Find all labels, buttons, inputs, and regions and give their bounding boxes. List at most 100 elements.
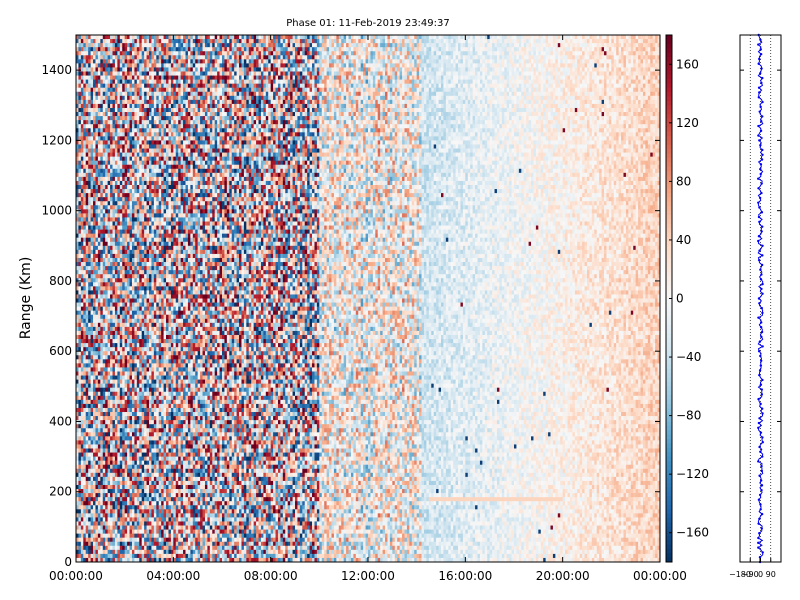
heatmap-cell (105, 290, 109, 295)
heatmap-cell (88, 266, 91, 271)
heatmap-cell (124, 55, 128, 60)
heatmap-cell (95, 480, 99, 486)
heatmap-cell (85, 262, 89, 267)
heatmap-cell (161, 525, 164, 530)
heatmap-cell (158, 184, 162, 190)
heatmap-cell (83, 197, 87, 202)
heatmap-cell (90, 322, 94, 328)
heatmap-cell (141, 355, 145, 360)
heatmap-cell (124, 339, 128, 344)
heatmap-cell (102, 184, 106, 190)
heatmap-cell (97, 39, 101, 44)
heatmap-cell (100, 448, 104, 453)
heatmap-cell (129, 347, 133, 352)
heatmap-cell (151, 132, 155, 137)
heatmap-cell (131, 537, 135, 543)
heatmap-cell (144, 343, 147, 348)
heatmap-cell (88, 505, 91, 510)
heatmap-cell (90, 180, 94, 186)
heatmap-cell (127, 140, 130, 145)
heatmap-cell (139, 99, 143, 105)
heatmap-cell (76, 233, 79, 239)
heatmap-cell (156, 148, 160, 153)
heatmap-cell (127, 107, 130, 113)
heatmap-cell (90, 428, 94, 433)
heatmap-cell (168, 91, 172, 97)
heatmap-cell (100, 375, 104, 380)
heatmap-cell (129, 509, 133, 514)
heatmap-cell (144, 533, 147, 539)
heatmap-cell (131, 237, 135, 243)
heatmap-cell (97, 274, 101, 279)
heatmap-cell (114, 213, 118, 218)
heatmap-cell (161, 140, 164, 145)
heatmap-cell (117, 217, 121, 222)
heatmap-cell (144, 436, 147, 441)
heatmap-cell (117, 302, 121, 307)
heatmap-cell (76, 448, 79, 453)
heatmap-cell (124, 472, 128, 478)
heatmap-cell (146, 180, 150, 186)
heatmap-cell (107, 533, 111, 539)
heatmap-cell (114, 363, 118, 368)
heatmap-cell (88, 103, 91, 109)
heatmap-cell (149, 39, 152, 44)
heatmap-cell (119, 375, 123, 380)
heatmap-cell (80, 375, 84, 380)
heatmap-cell (127, 363, 130, 368)
heatmap-cell (119, 176, 123, 182)
heatmap-cell (129, 371, 133, 376)
heatmap-cell (163, 43, 167, 48)
heatmap-cell (80, 43, 84, 48)
heatmap-cell (129, 91, 133, 97)
heatmap-cell (105, 399, 109, 405)
heatmap-cell (112, 359, 116, 364)
heatmap-cell (112, 302, 116, 307)
heatmap-cell (76, 513, 79, 518)
heatmap-cell (90, 63, 94, 68)
heatmap-cell (149, 302, 152, 307)
heatmap-cell (95, 67, 99, 72)
heatmap-cell (88, 322, 91, 328)
heatmap-cell (102, 51, 106, 56)
heatmap-cell (105, 501, 109, 506)
heatmap-cell (141, 387, 145, 393)
heatmap-cell (151, 140, 155, 145)
heatmap-cell (156, 63, 160, 68)
heatmap-cell (83, 391, 87, 397)
heatmap-cell (146, 253, 150, 259)
heatmap-cell (117, 213, 121, 218)
heatmap-cell (117, 201, 121, 206)
heatmap-cell (117, 99, 121, 105)
heatmap-cell (122, 525, 126, 530)
heatmap-cell (141, 120, 145, 125)
heatmap-cell (119, 213, 123, 218)
heatmap-cell (158, 322, 162, 328)
heatmap-cell (107, 557, 111, 563)
heatmap-cell (156, 59, 160, 64)
heatmap-cell (163, 128, 167, 133)
heatmap-cell (149, 290, 152, 295)
heatmap-cell (166, 217, 169, 222)
heatmap-cell (76, 128, 79, 133)
heatmap-cell (102, 359, 106, 364)
heatmap-cell (78, 525, 82, 530)
heatmap-cell (83, 217, 87, 222)
heatmap-cell (158, 456, 162, 462)
heatmap-cell (124, 525, 128, 530)
heatmap-cell (93, 460, 96, 466)
heatmap-cell (117, 367, 121, 372)
heatmap-cell (93, 468, 96, 474)
heatmap-cell (105, 452, 109, 457)
heatmap-cell (139, 460, 143, 466)
heatmap-cell (102, 286, 106, 291)
heatmap-cell (93, 249, 96, 255)
heatmap-cell (85, 39, 89, 44)
heatmap-cell (168, 253, 172, 259)
heatmap-cell (134, 35, 138, 40)
heatmap-cell (93, 557, 96, 563)
heatmap-cell (76, 237, 79, 243)
heatmap-cell (149, 35, 152, 40)
heatmap-cell (129, 359, 133, 364)
heatmap-cell (129, 193, 133, 198)
